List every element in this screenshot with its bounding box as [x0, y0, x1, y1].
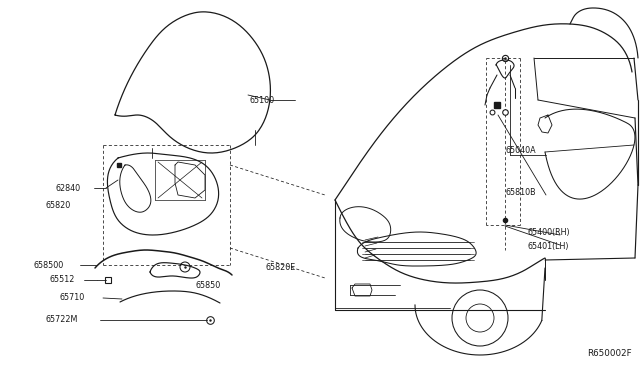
Text: 65820E: 65820E: [265, 263, 295, 273]
Text: 65722M: 65722M: [45, 315, 77, 324]
Text: 658500: 658500: [33, 260, 63, 269]
Text: R650002F: R650002F: [588, 349, 632, 358]
Text: 65040A: 65040A: [505, 145, 536, 154]
Text: 65400(RH): 65400(RH): [528, 228, 571, 237]
Text: 62840: 62840: [55, 183, 80, 192]
Text: 65810B: 65810B: [505, 187, 536, 196]
Text: 65850: 65850: [195, 280, 220, 289]
Text: 65710: 65710: [60, 294, 85, 302]
Text: 65512: 65512: [50, 276, 76, 285]
Text: 65100: 65100: [250, 96, 275, 105]
Text: 65820: 65820: [45, 201, 70, 209]
Text: 65401(LH): 65401(LH): [528, 241, 570, 250]
